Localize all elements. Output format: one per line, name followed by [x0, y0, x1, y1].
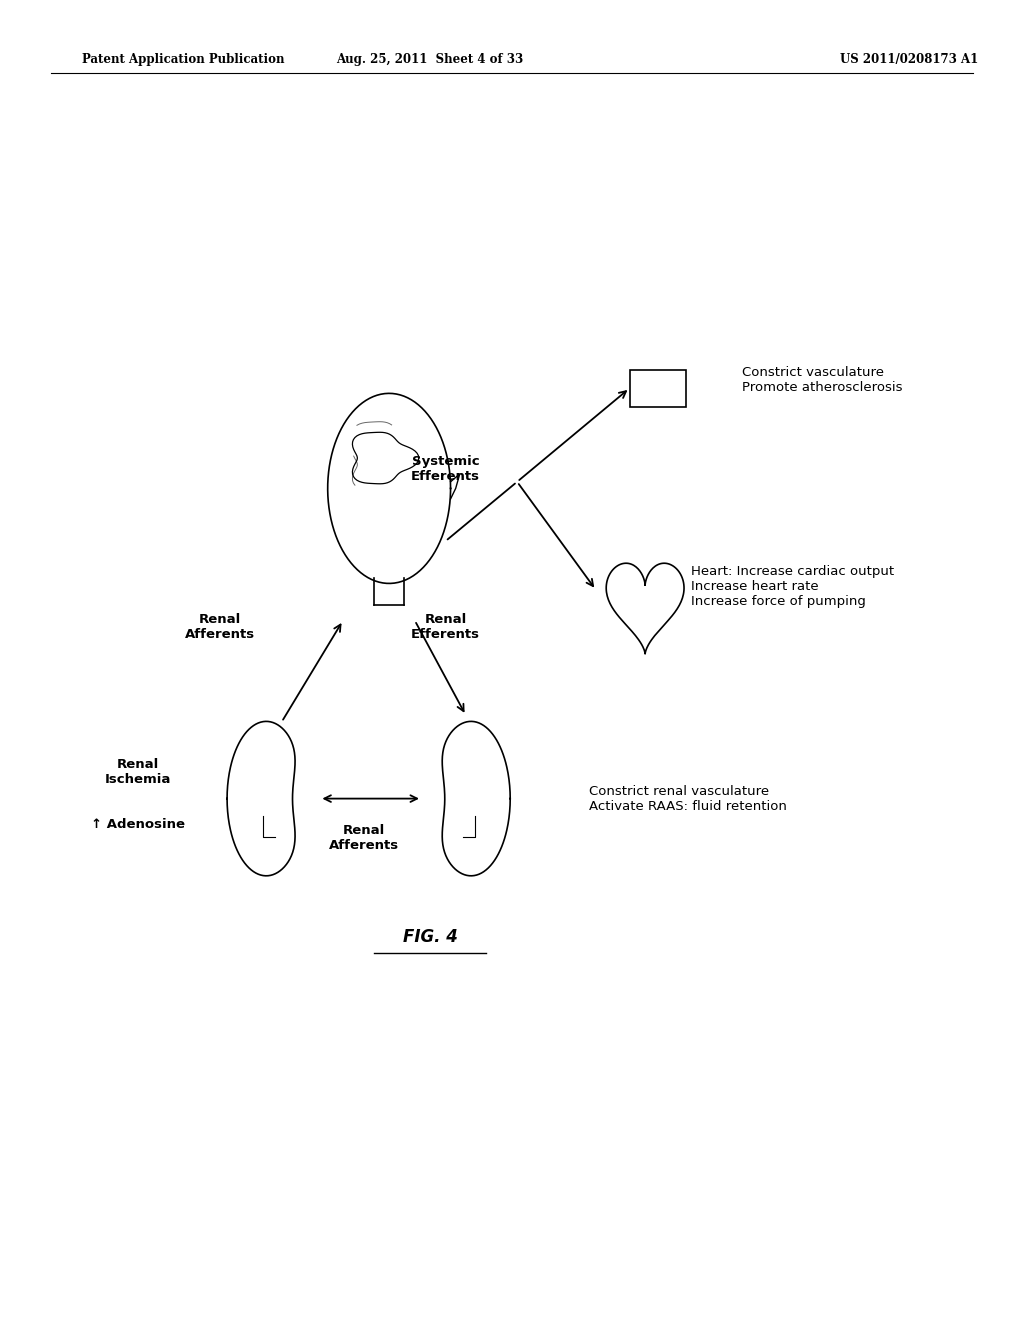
Bar: [630, 370, 686, 407]
Text: Renal
Efferents: Renal Efferents: [411, 612, 480, 642]
Text: Constrict vasculature
Promote atherosclerosis: Constrict vasculature Promote atheroscle…: [742, 366, 903, 395]
Text: Renal
Afferents: Renal Afferents: [329, 824, 398, 853]
Text: US 2011/0208173 A1: US 2011/0208173 A1: [840, 53, 978, 66]
Text: Heart: Increase cardiac output
Increase heart rate
Increase force of pumping: Heart: Increase cardiac output Increase …: [691, 565, 894, 607]
Text: FIG. 4: FIG. 4: [402, 928, 458, 946]
Text: Renal
Ischemia: Renal Ischemia: [105, 758, 171, 787]
Text: Renal
Afferents: Renal Afferents: [185, 612, 255, 642]
Text: Systemic
Efferents: Systemic Efferents: [411, 454, 480, 483]
Text: Patent Application Publication: Patent Application Publication: [82, 53, 285, 66]
Text: Aug. 25, 2011  Sheet 4 of 33: Aug. 25, 2011 Sheet 4 of 33: [337, 53, 523, 66]
Text: ↑ Adenosine: ↑ Adenosine: [91, 818, 185, 832]
Text: Constrict renal vasculature
Activate RAAS: fluid retention: Constrict renal vasculature Activate RAA…: [589, 784, 786, 813]
